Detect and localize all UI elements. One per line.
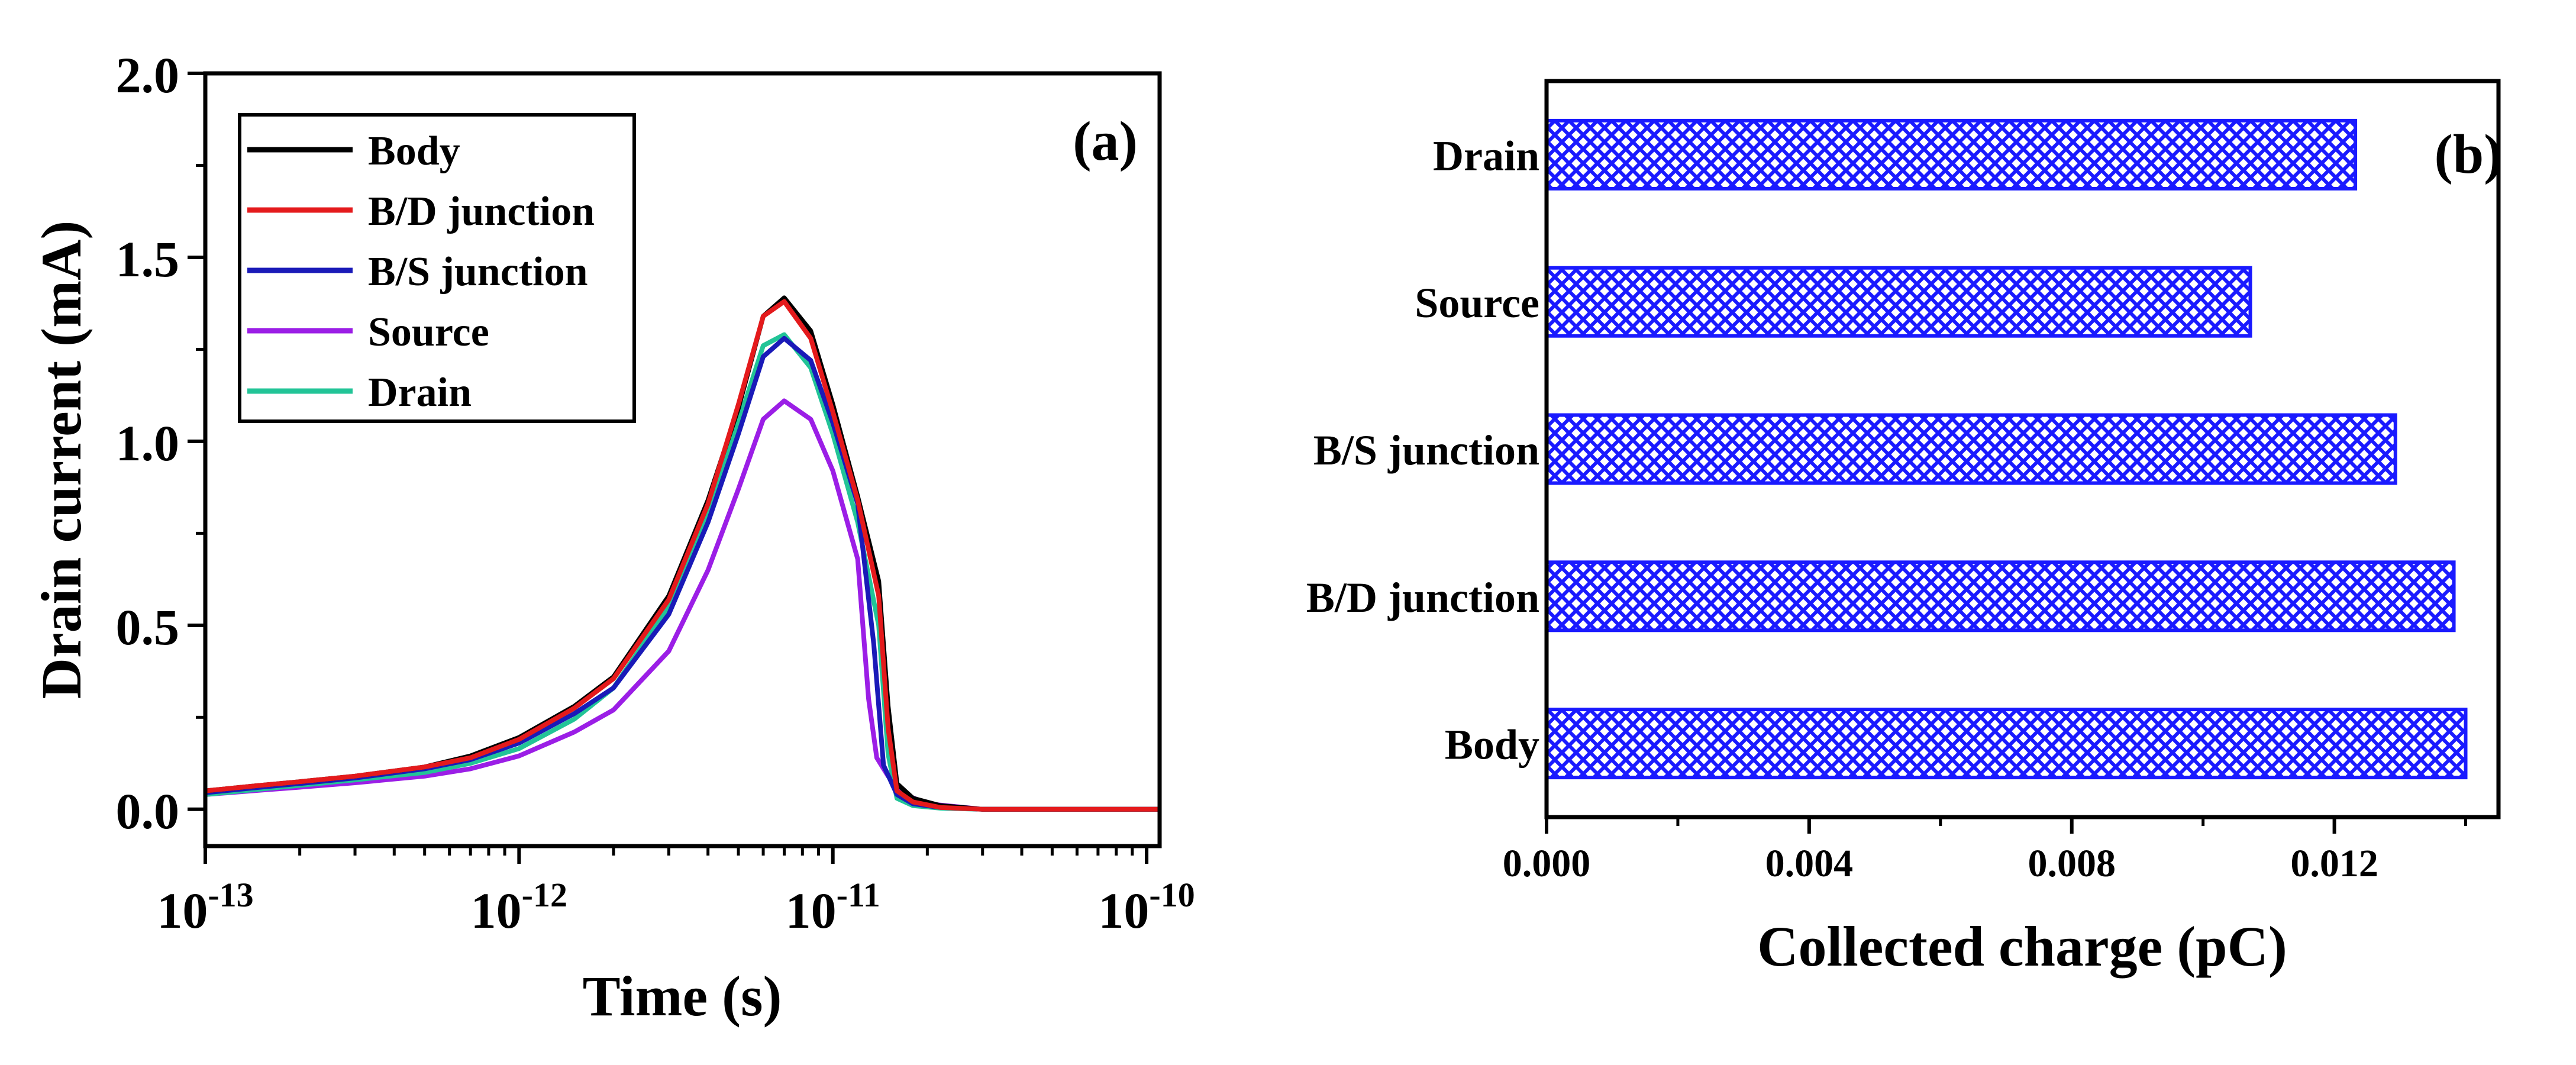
panel-b-label: (b) xyxy=(2435,124,2503,185)
panel-a-label: (a) xyxy=(1073,111,1138,172)
y-tick-label: 2.0 xyxy=(116,47,180,104)
y-tick-label: 0.5 xyxy=(116,599,180,656)
series-line-drain xyxy=(205,332,1160,812)
bar-b-d-junction xyxy=(1545,560,2456,632)
panel-a-x-axis-label: Time (s) xyxy=(583,964,782,1028)
x-tick-base: 10 xyxy=(157,882,208,939)
legend-label-drain: Drain xyxy=(368,370,472,415)
panel-b-category-labels: Body B/D junction B/S junction Source Drain xyxy=(1306,132,1539,768)
x-tick-label: 0.012 xyxy=(2290,842,2378,885)
panel-a-plot-frame xyxy=(203,71,1162,848)
panel-b-x-axis-label: Collected charge (pC) xyxy=(1757,915,2287,978)
x-tick-base: 10 xyxy=(1098,882,1149,939)
x-tick-base: 10 xyxy=(786,882,837,939)
legend-label-b-s-junction: B/S junction xyxy=(368,249,588,295)
panel-a-y-axis-label: Drain current (mA) xyxy=(30,221,93,699)
x-tick-exponent: -13 xyxy=(208,876,253,914)
x-tick-label: 10-13 xyxy=(157,876,253,939)
x-tick-exponent: -11 xyxy=(837,876,880,914)
panel-a-y-tick-labels: 0.0 0.5 1.0 1.5 2.0 xyxy=(116,47,180,840)
x-tick-label: 10-12 xyxy=(471,876,567,939)
panel-a-series-lines xyxy=(205,295,1160,812)
panel-b-x-tick-labels: 0.000 0.004 0.008 0.012 xyxy=(1503,842,2378,885)
y-tick-label: 1.5 xyxy=(116,231,180,288)
bar-body xyxy=(1545,708,2468,780)
category-label-b-d-junction: B/D junction xyxy=(1306,574,1539,621)
panel-b-axis-ticks xyxy=(1545,817,2468,834)
x-tick-label: 0.008 xyxy=(2028,842,2116,885)
panel-b-bars xyxy=(1545,118,2468,780)
legend-label-source: Source xyxy=(368,309,489,355)
category-label-source: Source xyxy=(1415,279,1539,327)
x-tick-exponent: -12 xyxy=(522,876,567,914)
legend: Body B/D junction B/S junction Source Drain xyxy=(247,128,595,415)
x-tick-label: 10-10 xyxy=(1098,876,1195,939)
category-label-drain: Drain xyxy=(1433,132,1539,179)
y-tick-label: 1.0 xyxy=(116,415,180,472)
series-line-source xyxy=(205,398,1160,812)
series-line-b-d-junction xyxy=(205,299,1160,812)
y-tick-label: 0.0 xyxy=(116,783,180,840)
category-label-b-s-junction: B/S junction xyxy=(1313,427,1539,474)
bar-source xyxy=(1545,266,2252,338)
x-tick-label: 10-11 xyxy=(786,876,880,939)
x-tick-base: 10 xyxy=(471,882,522,939)
legend-label-body: Body xyxy=(368,128,460,174)
panel-b-plot-frame xyxy=(1544,79,2501,819)
x-tick-label: 0.004 xyxy=(1765,842,1854,885)
legend-label-b-d-junction: B/D junction xyxy=(368,189,595,234)
bar-b-s-junction xyxy=(1545,413,2397,485)
category-label-body: Body xyxy=(1445,721,1539,769)
panel-a: 0.00.51.01.52.0 10-13 10-12 10-11 10-10 Dra… xyxy=(30,47,1195,1028)
panel-a-x-tick-labels: 10-13 10-12 10-11 10-10 xyxy=(157,876,1195,939)
bar-drain xyxy=(1545,118,2358,191)
x-tick-exponent: -10 xyxy=(1149,876,1195,914)
x-tick-label: 0.000 xyxy=(1503,842,1591,885)
